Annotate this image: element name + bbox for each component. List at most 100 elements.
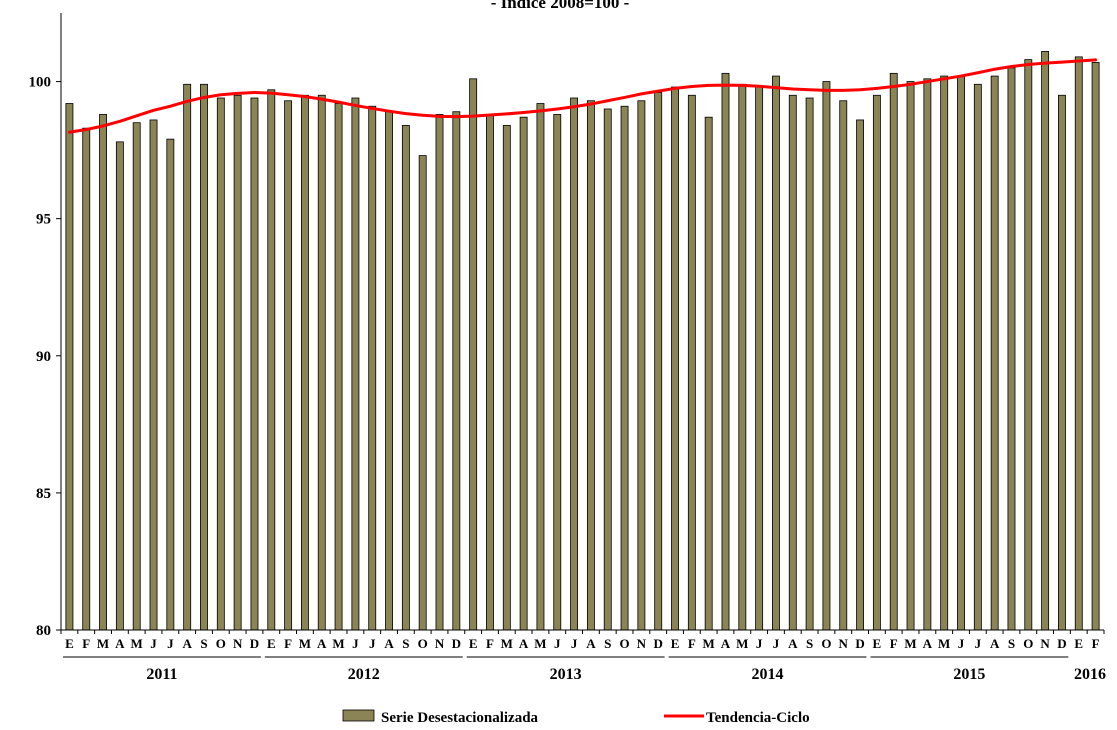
bar [502,125,511,631]
bar [973,83,982,631]
month-label: N [233,636,243,651]
bar [115,141,124,631]
month-label: A [990,636,1000,651]
month-label: J [150,636,157,651]
bar [99,114,107,631]
bar [216,97,225,631]
trend-line [67,58,1098,134]
month-label: N [435,636,445,651]
month-label: F [1092,636,1100,651]
month-label: M [97,636,109,651]
month-label: D [654,636,663,651]
month-label: A [182,636,192,651]
month-label: J [571,636,578,651]
month-label: M [299,636,311,651]
bar [704,116,713,631]
bar [351,97,360,631]
bar [1007,67,1016,631]
bar [872,94,881,631]
trend-series [67,58,1098,134]
bar [300,94,309,631]
month-label: A [586,636,596,651]
year-label: 2011 [146,666,177,683]
bar [822,81,831,631]
month-label: S [806,636,813,651]
legend-label-bars: Serie Desestacionalizada [381,710,539,726]
month-label: A [384,636,394,651]
month-label: D [452,636,461,651]
bar [620,105,629,631]
month-label: D [250,636,259,651]
y-tick-label: 80 [36,623,51,639]
bar [923,78,932,631]
month-label: A [317,636,327,651]
bar [772,75,780,631]
bar [519,116,528,631]
y-tick-label: 95 [36,212,51,228]
month-label: M [131,636,143,651]
bar [586,100,595,631]
month-label: E [873,636,882,651]
month-label: N [1040,636,1050,651]
bar [839,100,848,631]
bar [889,72,898,631]
year-label: 2012 [348,666,380,683]
bar [906,81,915,631]
month-label: M [736,636,748,651]
bar [1041,50,1050,631]
month-label: E [267,636,276,651]
bar [755,86,764,631]
month-label: S [604,636,611,651]
month-label: F [688,636,696,651]
bar [469,78,478,631]
month-label: J [975,636,982,651]
month-label: A [788,636,798,651]
month-label: J [167,636,174,651]
bar [250,97,259,631]
bar [687,94,696,631]
month-label: E [65,636,74,651]
bar [603,108,612,631]
month-label: F [890,636,898,651]
month-label: N [839,636,849,651]
month-label: O [1023,636,1033,651]
bar [183,83,192,631]
bar [940,75,949,631]
year-label: 2016 [1074,666,1106,683]
y-tick-label: 90 [36,349,51,365]
bar [570,97,579,631]
bar [856,119,865,631]
bar-series [65,50,1100,631]
bar [452,111,461,631]
month-label: O [821,636,831,651]
month-label: J [554,636,561,651]
month-label: J [756,636,763,651]
bar [654,92,663,631]
month-label: O [216,636,226,651]
year-label: 2014 [752,666,784,683]
bar [1091,61,1100,631]
month-label: A [519,636,529,651]
month-label: A [721,636,731,651]
month-label: O [619,636,629,651]
bar [368,105,377,631]
legend-swatch-bars [342,709,375,722]
bar [149,119,158,631]
bar [738,83,747,631]
month-label: M [332,636,344,651]
month-label: M [534,636,546,651]
bar [435,114,444,631]
bar [65,103,74,631]
bar [788,94,797,631]
month-label: N [637,636,647,651]
bar [82,127,91,631]
month-label: E [1074,636,1083,651]
month-label: E [469,636,478,651]
month-label: J [352,636,359,651]
month-label: A [923,636,933,651]
month-label: M [938,636,950,651]
month-label: F [82,636,90,651]
year-label: 2013 [550,666,582,683]
